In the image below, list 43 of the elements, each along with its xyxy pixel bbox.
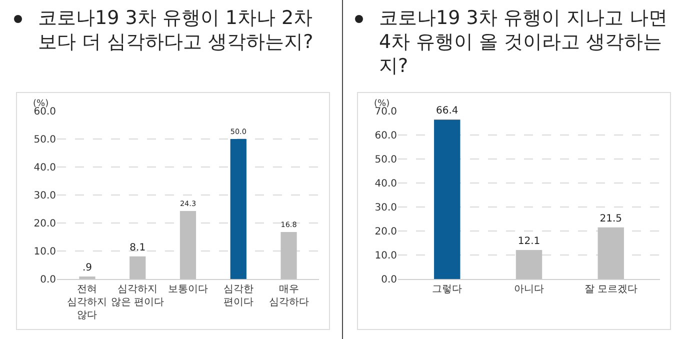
bar [598,227,624,279]
y-tick-label: 0.0 [40,274,56,286]
y-axis-title: (%) [374,99,390,109]
x-tick-label: 심각하지 않은 편이다 [111,284,164,308]
bar [280,232,297,279]
y-tick-label: 30.0 [374,202,397,214]
data-label: 21.5 [600,213,622,224]
y-tick-label: 20.0 [374,226,397,238]
y-tick-label: 30.0 [34,190,56,202]
y-tick-label: 40.0 [374,178,397,190]
bar [434,120,460,279]
chart-title: 코로나19 3차 유행이 1차나 2차보다 더 심각하다고 생각하는지? [38,6,314,54]
data-label: .9 [82,262,92,274]
y-tick-label: 0.0 [381,274,397,286]
y-tick-label: 10.0 [34,246,56,258]
data-label: 12.1 [518,236,540,247]
bar [130,256,146,279]
y-tick-label: 40.0 [34,162,56,174]
x-tick-label: 심각한 편이다 [223,284,254,308]
bar [79,276,96,279]
bar [516,250,542,279]
x-tick-label: 그렇다 [432,284,462,295]
bar [230,139,246,279]
x-tick-label: 아니다 [514,284,544,295]
data-label: 8.1 [130,242,146,254]
data-label: 24.3 [180,198,196,208]
x-tick-label: 보통이다 [168,284,208,295]
y-tick-label: 10.0 [374,250,397,262]
data-label: 16.8 [280,220,298,229]
y-axis-title: (%) [33,99,49,109]
y-tick-label: 60.0 [374,130,397,142]
x-tick-label: 잘 모르겠다 [584,284,638,295]
x-tick-label: 매우 심각하다 [268,284,309,308]
y-tick-label: 70.0 [374,106,397,118]
data-label: 50.0 [230,126,247,136]
data-label: 66.4 [436,106,458,117]
chart-title: 코로나19 3차 유행이 지나고 나면 4차 유행이 올 것이라고 생각하는지? [379,6,668,78]
x-tick-label: 전혀 심각하지 않다 [67,284,108,321]
y-tick-label: 50.0 [374,154,397,166]
y-tick-label: 20.0 [34,218,56,230]
bar [180,210,196,279]
y-tick-label: 60.0 [34,106,56,118]
y-tick-label: 50.0 [34,134,56,146]
